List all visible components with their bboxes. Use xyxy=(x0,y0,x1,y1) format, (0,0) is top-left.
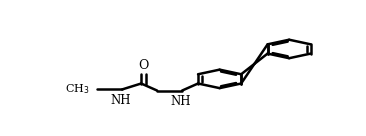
Text: NH: NH xyxy=(170,95,190,108)
Text: NH: NH xyxy=(110,94,131,107)
Text: O: O xyxy=(138,58,148,72)
Text: CH$_3$: CH$_3$ xyxy=(64,82,89,96)
